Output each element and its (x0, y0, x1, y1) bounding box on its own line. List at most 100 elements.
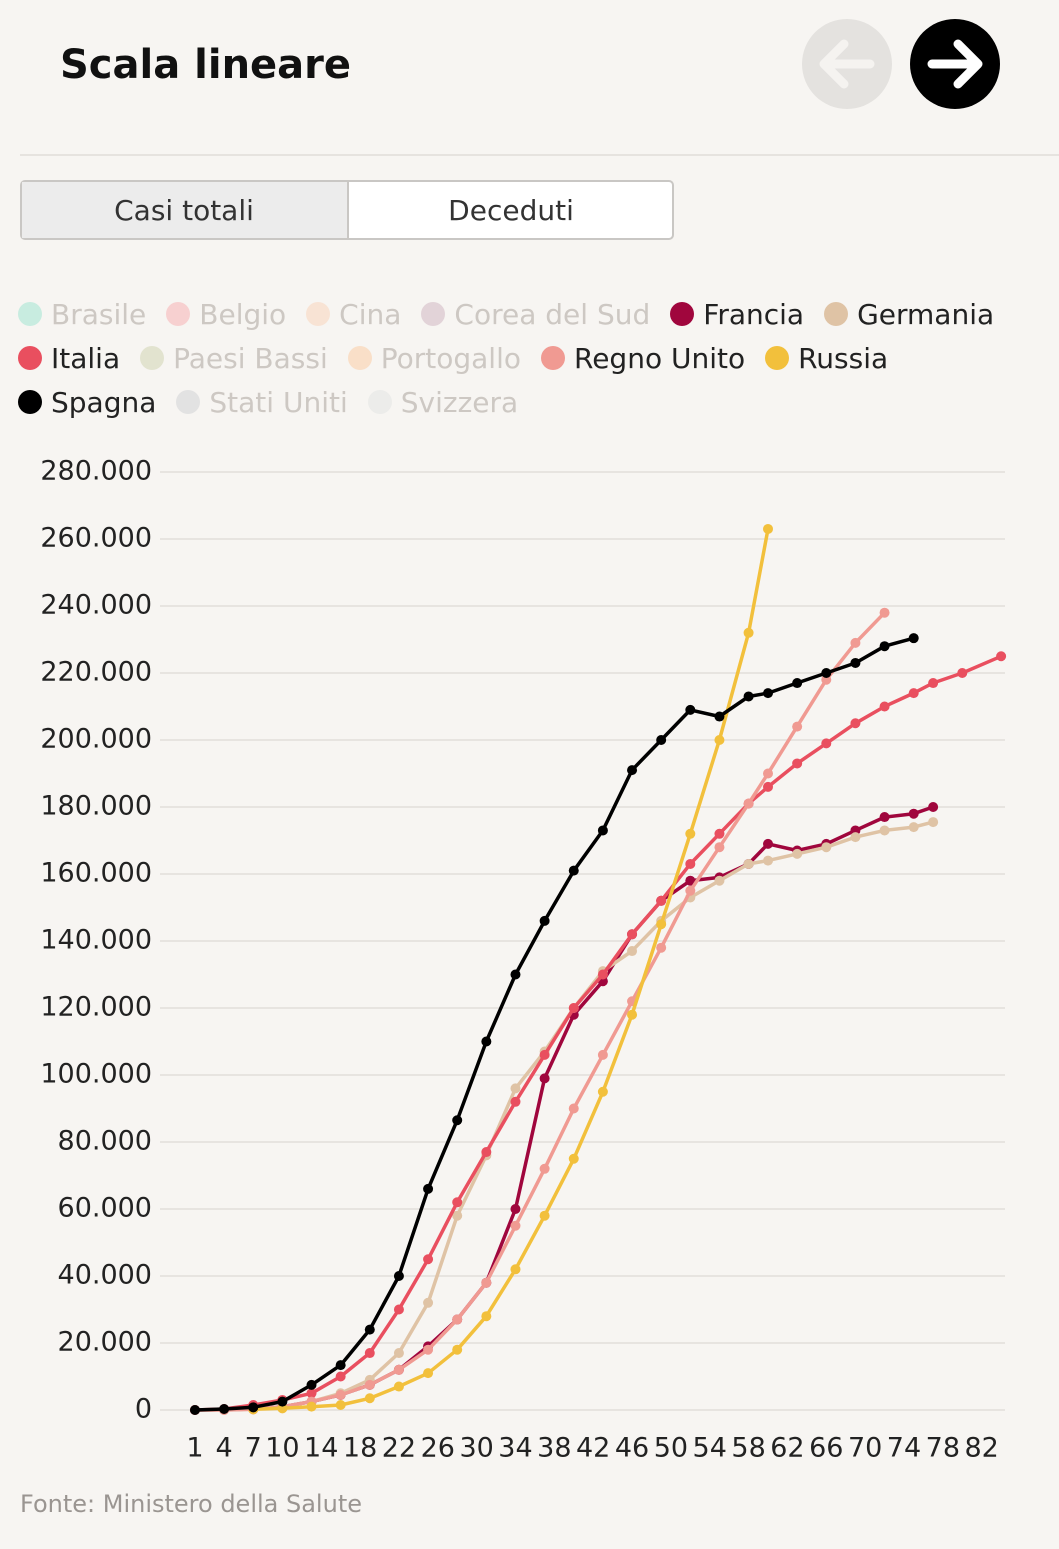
legend-label: Cina (339, 297, 402, 331)
data-point (452, 1210, 463, 1221)
legend-swatch (765, 346, 790, 370)
legend-item[interactable]: Corea del Sud (421, 296, 650, 332)
legend-item[interactable]: Svizzera (367, 384, 519, 420)
data-point (423, 1297, 434, 1308)
legend-item[interactable]: Spagna (18, 384, 156, 420)
data-point (306, 1379, 317, 1390)
data-point (364, 1324, 375, 1335)
data-point (656, 735, 667, 745)
legend-label: Italia (51, 341, 121, 375)
legend-item[interactable]: Belgio (166, 296, 286, 332)
series-line (194, 654, 1002, 1412)
data-point (821, 668, 832, 678)
legend-swatch (421, 302, 446, 326)
data-point (792, 758, 803, 769)
x-tick-label: 38 (537, 1433, 571, 1464)
legend-item[interactable]: Cina (306, 296, 401, 332)
x-tick-label: 74 (887, 1433, 921, 1464)
data-point (957, 668, 968, 678)
data-point (685, 875, 696, 886)
data-point (763, 688, 774, 699)
x-tick-label: 14 (304, 1433, 338, 1464)
series-line (194, 805, 934, 1412)
tab-active[interactable] (22, 182, 348, 238)
data-point (481, 1147, 492, 1158)
legend-label: Belgio (199, 297, 287, 331)
data-point (928, 802, 939, 812)
data-point (879, 641, 890, 652)
data-point (452, 1344, 463, 1355)
data-point (539, 1049, 550, 1060)
data-point (423, 1368, 434, 1379)
data-point (850, 832, 861, 843)
legend-item[interactable]: Italia (18, 340, 120, 376)
data-point (627, 946, 638, 957)
legend-item[interactable]: Regno Unito (541, 340, 745, 376)
legend-item[interactable]: Stati Uniti (176, 384, 348, 420)
data-point (792, 678, 803, 689)
data-point (539, 915, 550, 926)
x-tick-label: 42 (576, 1433, 610, 1464)
data-point (714, 828, 725, 839)
data-point (335, 1371, 346, 1382)
x-tick-label: 82 (965, 1433, 999, 1464)
data-point (539, 1163, 550, 1174)
legend-item[interactable]: Russia (765, 340, 888, 376)
data-point (763, 781, 774, 792)
data-point (714, 842, 725, 853)
legend-swatch (306, 302, 331, 326)
x-tick-label: 50 (654, 1433, 688, 1464)
legend-swatch (347, 346, 372, 370)
data-point (510, 969, 521, 980)
data-point (597, 1049, 608, 1060)
y-tick-label: 180.000 (40, 791, 152, 822)
legend-item[interactable]: Portogallo (347, 340, 521, 376)
legend-item[interactable]: Brasile (18, 296, 146, 332)
x-tick-label: 4 (216, 1433, 233, 1464)
legend-item[interactable]: Francia (670, 296, 804, 332)
legend-label: Paesi Bassi (173, 341, 328, 375)
series-line (195, 820, 934, 1412)
data-point (908, 633, 919, 644)
legend-item[interactable]: Germania (824, 296, 994, 332)
data-point (539, 1210, 550, 1221)
data-point (510, 1083, 521, 1094)
x-tick-label: 30 (459, 1433, 493, 1464)
legend-item[interactable]: Paesi Bassi (140, 340, 328, 376)
tab[interactable]: Casi totali (114, 194, 254, 227)
data-point (996, 651, 1007, 662)
data-point (743, 798, 754, 809)
data-point (685, 885, 696, 896)
data-point (510, 1096, 521, 1107)
legend-swatch (541, 346, 565, 370)
prev-button[interactable] (802, 19, 892, 109)
legend-label: Svizzera (400, 385, 519, 419)
data-point (306, 1388, 317, 1399)
y-tick-label: 220.000 (40, 657, 152, 688)
data-point (423, 1254, 434, 1265)
legend-swatch (176, 390, 201, 414)
y-tick-label: 40.000 (58, 1260, 152, 1291)
y-tick-label: 280.000 (40, 456, 152, 487)
data-point (879, 701, 890, 712)
data-point (452, 1115, 463, 1126)
data-point (743, 691, 754, 702)
data-point (627, 765, 638, 776)
legend-label: Regno Unito (574, 341, 746, 375)
x-tick-label: 70 (848, 1433, 882, 1464)
data-point (364, 1348, 375, 1359)
data-point (879, 607, 890, 618)
x-tick-label: 18 (343, 1433, 377, 1464)
series-line (195, 611, 886, 1412)
data-point (743, 858, 754, 869)
next-button[interactable] (910, 19, 1000, 109)
data-point (393, 1271, 404, 1281)
y-tick-label: 60.000 (58, 1193, 152, 1224)
legend-label: Portogallo (380, 341, 521, 375)
tab[interactable]: Deceduti (448, 194, 574, 227)
data-point (850, 657, 861, 668)
data-point (306, 1401, 317, 1412)
legend-label: Stati Uniti (209, 385, 348, 419)
x-tick-label: 54 (693, 1433, 727, 1464)
x-tick-label: 10 (265, 1433, 299, 1464)
